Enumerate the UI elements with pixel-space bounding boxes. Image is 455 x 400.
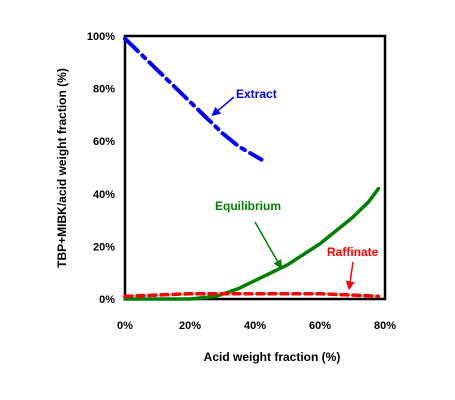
annotation-raffinate: Raffinate: [327, 245, 379, 259]
y-axis-title: TBP+MIBK/acid weight fraction (%): [55, 68, 69, 268]
annotation-arrow-extract: [211, 96, 235, 117]
x-axis-title: Acid weight fraction (%): [204, 350, 341, 364]
annotation-arrow-equilibrium: [254, 221, 282, 270]
y-tick-label: 80%: [93, 84, 115, 96]
y-tick-label: 0%: [99, 294, 115, 306]
x-tick-label: 20%: [179, 320, 201, 332]
annotation-arrow-raffinate: [345, 261, 355, 291]
x-tick-label: 80%: [374, 320, 396, 332]
series-layer: [123, 36, 381, 301]
annotation-extract: Extract: [236, 87, 277, 101]
x-tick-label: 0%: [117, 320, 133, 332]
x-ticks: 0% 20% 40% 60% 80%: [117, 320, 396, 332]
y-tick-label: 100%: [87, 31, 115, 43]
annotation-equilibrium: Equilibrium: [215, 199, 281, 213]
x-tick-label: 60%: [309, 320, 331, 332]
series-raffinate-line: [123, 291, 381, 299]
y-tick-label: 20%: [93, 241, 115, 253]
y-tick-label: 60%: [93, 136, 115, 148]
y-tick-label: 40%: [93, 189, 115, 201]
plot-area: [123, 34, 387, 301]
x-tick-label: 40%: [244, 320, 266, 332]
annotation-layer: Extract Equilibrium Raffinate: [211, 87, 379, 291]
y-ticks: 0% 20% 40% 60% 80% 100%: [87, 31, 115, 306]
series-extract-line: [123, 36, 264, 162]
